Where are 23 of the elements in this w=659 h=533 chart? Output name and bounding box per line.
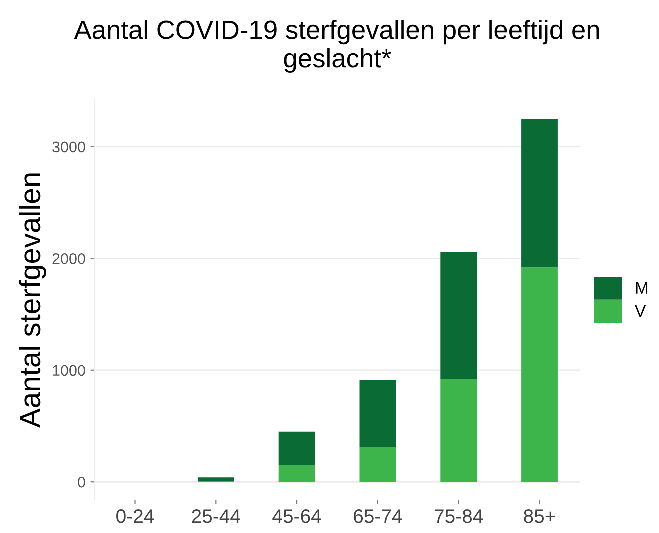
y-tick-label: 1000 <box>53 365 86 376</box>
bar <box>522 118 558 268</box>
x-tick-label: 45-64 <box>272 510 322 524</box>
x-tick-label: 85+ <box>524 510 556 524</box>
bar <box>440 252 478 380</box>
bar <box>360 447 396 482</box>
y-tick-label: 3000 <box>52 142 86 153</box>
bar <box>278 432 316 466</box>
bar <box>278 465 316 482</box>
bar <box>440 379 478 482</box>
chart-title: Aantal COVID-19 sterfgevallen per leeftijd en geslacht* <box>74 20 600 74</box>
legend-label: V <box>635 306 646 317</box>
bar <box>198 478 234 482</box>
x-tick-label: 25-44 <box>192 510 240 524</box>
legend-label: M <box>636 282 648 294</box>
bar <box>360 380 396 448</box>
y-tick-label: 2000 <box>52 254 86 264</box>
y-tick-label: 0 <box>78 476 86 488</box>
y-axis-title: Aantal sterfgevallen <box>19 174 46 428</box>
x-tick-label: 0-24 <box>116 510 154 524</box>
x-tick-label: 75-84 <box>434 510 484 524</box>
bar <box>522 268 558 482</box>
x-tick-label: 65-74 <box>354 510 402 524</box>
